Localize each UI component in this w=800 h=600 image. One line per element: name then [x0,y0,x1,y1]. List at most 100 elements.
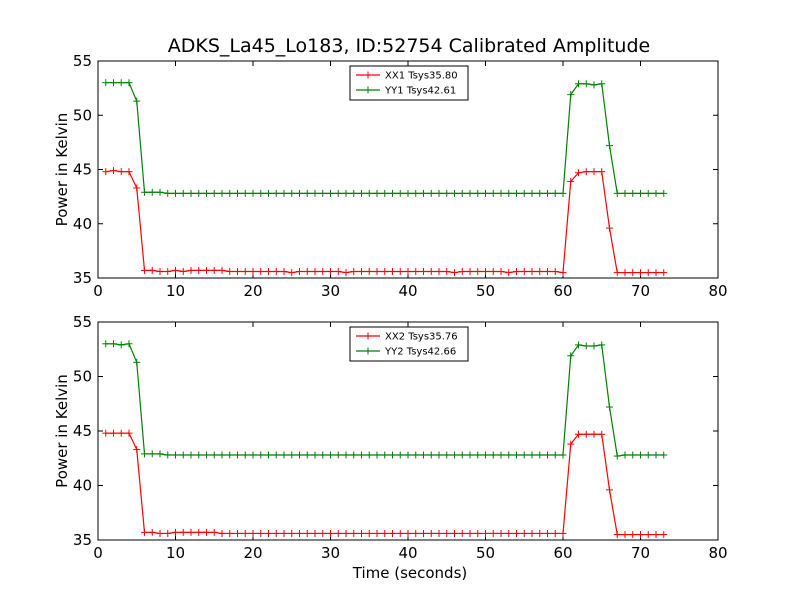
y-axis-label: Power in Kelvin [53,374,71,488]
data-point [179,451,187,459]
data-point [489,267,497,275]
data-point [520,267,528,275]
data-point [396,451,404,459]
data-point [187,528,195,536]
data-point [435,529,443,537]
series-yy [102,340,668,460]
data-point [513,267,520,275]
data-point [172,189,179,197]
data-point [474,451,482,459]
data-point [218,451,226,459]
data-point [210,528,218,536]
data-point [513,451,520,459]
data-point [613,452,621,460]
data-point [172,266,179,274]
legend-label: YY2 Tsys42.66 [384,347,456,358]
data-point [482,529,489,537]
data-point [311,529,319,537]
data-point [629,189,637,197]
data-point [265,189,272,197]
data-point [257,189,265,197]
data-point [575,169,582,177]
data-point [319,189,327,197]
data-point [187,189,195,197]
data-point [443,451,451,459]
top-panel: 0 10 20 30 40 50 60 70 80 35 40 45 50 55 Power in Kelv… [53,52,728,300]
data-point [404,451,412,459]
data-point [660,269,668,277]
data-point [117,429,125,437]
legend-box [349,65,469,101]
data-point [358,451,365,459]
x-tick-label: 20 [243,544,262,562]
legend-entry: YY2 Tsys42.66 [356,347,456,358]
data-point [141,450,148,458]
data-point [606,142,613,150]
data-point [590,81,598,89]
data-point [226,189,234,197]
data-point [327,189,334,197]
data-point [497,189,505,197]
data-point [629,269,637,277]
data-point [164,267,172,275]
legend: XX1 Tsys35.80 YY1 Tsys42.61 [349,65,469,101]
data-point [156,450,164,458]
data-point [195,451,203,459]
data-point [443,189,451,197]
data-point [373,267,381,275]
x-tick-label: 40 [398,282,417,300]
data-point [288,189,296,197]
data-point [396,267,404,275]
data-point [272,189,280,197]
data-point [528,451,536,459]
data-point [443,529,451,537]
data-point [218,266,226,274]
data-point [334,189,342,197]
y-tick-label: 40 [73,215,92,233]
data-point [497,451,505,459]
data-point [466,189,474,197]
data-point [272,451,280,459]
data-point [466,451,474,459]
data-point [613,531,621,539]
data-point [451,529,458,537]
data-point [621,531,629,539]
data-point [559,451,567,459]
data-point [156,529,164,537]
data-point [195,266,203,274]
data-point [319,267,327,275]
data-point [249,529,257,537]
data-point [505,189,513,197]
data-point [412,189,420,197]
data-point [373,529,381,537]
data-point [466,267,474,275]
data-point [203,451,210,459]
data-point [489,451,497,459]
data-point [156,267,164,275]
data-point [559,189,567,197]
data-point [389,451,396,459]
data-point [637,531,644,539]
data-point [637,189,644,197]
data-point [358,267,365,275]
data-point [544,529,551,537]
data-point [644,189,652,197]
data-point [536,189,544,197]
data-point [575,341,582,349]
data-point [311,267,319,275]
data-point [435,451,443,459]
data-point [327,529,334,537]
data-point [249,267,257,275]
x-axis-label: Time (seconds) [352,564,468,582]
data-point [466,529,474,537]
legend-entry: XX1 Tsys35.80 [356,71,458,82]
data-point [420,267,427,275]
data-point [451,189,458,197]
data-point [451,269,458,277]
legend: XX2 Tsys35.76 YY2 Tsys42.66 [349,326,469,362]
data-point [164,451,172,459]
data-point [148,528,156,536]
data-point [451,451,458,459]
data-point [559,529,567,537]
y-tick-label: 40 [73,477,92,495]
